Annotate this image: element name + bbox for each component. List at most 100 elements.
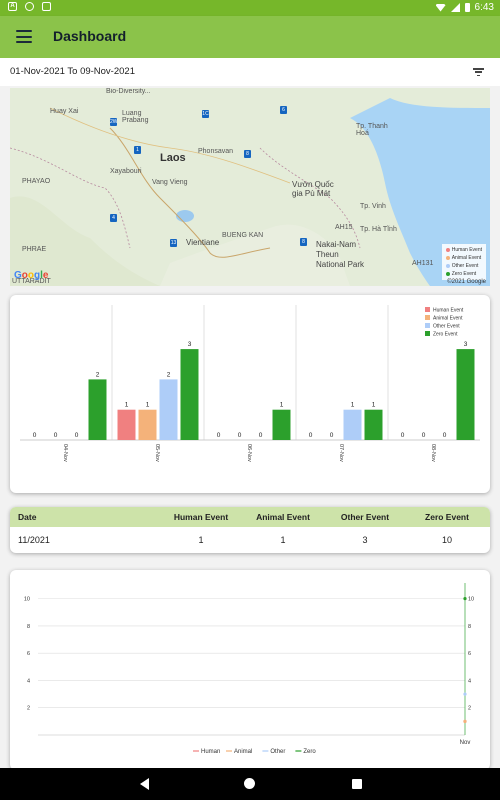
- map-label-ah15: AH15: [335, 224, 353, 231]
- y-tick-label-right: 6: [468, 651, 471, 657]
- line-chart: 2 2 4 4 6 6 8 8 10 10 Nov Human Animal Other Zero: [24, 583, 474, 755]
- menu-icon[interactable]: [16, 30, 32, 43]
- map-pin[interactable]: 8: [300, 238, 307, 246]
- table-row[interactable]: 11/2021 1 1 3 10: [10, 527, 490, 553]
- map-label-vang-vieng: Vang Vieng: [152, 179, 188, 186]
- tick-label: 08-Nov: [430, 444, 436, 462]
- map-pin[interactable]: 2W: [110, 118, 118, 126]
- map-label-luang-prabang: Luang Prabang: [122, 110, 149, 124]
- legend-item: Human Event: [445, 246, 482, 254]
- tick-label: 04-Nov: [62, 444, 68, 462]
- data-label: 0: [330, 432, 334, 439]
- col-animal: Animal Event: [256, 512, 310, 522]
- data-label: 3: [188, 341, 192, 348]
- bar: [180, 349, 199, 440]
- map-label-huay-xai: Huay Xai: [50, 108, 79, 115]
- map-legend: Human Event Animal Event Other Event Zer…: [441, 244, 486, 280]
- y-tick-label: 2: [27, 706, 30, 712]
- map-view[interactable]: Bio-Diversity... Huay Xai Luang Prabang …: [10, 88, 490, 286]
- map-pin[interactable]: 6: [280, 106, 287, 114]
- map-label-ha-tinh: Tp. Hà Tĩnh: [360, 226, 397, 233]
- data-label: 2: [96, 371, 100, 378]
- back-icon[interactable]: [140, 778, 149, 790]
- map-label-vientiane: Vientiane: [186, 238, 220, 247]
- data-label: 0: [75, 432, 79, 439]
- tick-label: 07-Nov: [338, 444, 344, 462]
- legend-item: Other Event: [445, 262, 482, 270]
- cell-date: 11/2021: [18, 535, 50, 545]
- app-bar: Dashboard: [0, 16, 500, 58]
- data-label: 0: [238, 432, 242, 439]
- data-point: [463, 692, 467, 696]
- battery-icon: [464, 3, 470, 12]
- y-tick-label-right: 8: [468, 624, 471, 630]
- sync-icon: [25, 2, 34, 11]
- map-copyright: ©2021 Google: [447, 279, 486, 285]
- legend-item: Animal Event: [445, 254, 482, 262]
- tick-label: 06-Nov: [246, 444, 252, 462]
- y-tick-label: 4: [27, 678, 30, 684]
- home-icon[interactable]: [244, 778, 255, 789]
- map-pin[interactable]: 8: [244, 150, 251, 158]
- data-label: 2: [167, 371, 171, 378]
- bar: [343, 409, 362, 440]
- data-label: 0: [54, 432, 58, 439]
- col-zero: Zero Event: [425, 512, 469, 522]
- map-label-xayabouri: Xayabouri: [110, 168, 142, 175]
- map-label-bio-diversity: Bio-Diversity...: [106, 88, 151, 95]
- cell-human: 1: [198, 535, 204, 545]
- legend-label: Human Event: [433, 308, 464, 314]
- data-label: 0: [422, 432, 426, 439]
- map-label-phrae: PHRAE: [22, 246, 47, 253]
- data-label: 1: [280, 402, 284, 409]
- date-range-text: 01-Nov-2021 To 09-Nov-2021: [10, 66, 135, 77]
- legend-swatch: [425, 323, 430, 328]
- map-label-laos: Laos: [160, 152, 186, 164]
- data-label: 1: [351, 402, 355, 409]
- system-nav-bar: [0, 768, 500, 800]
- map-label-vinh: Tp. Vinh: [360, 203, 386, 210]
- android-icon: A: [8, 2, 17, 11]
- legend-label: Other Event: [433, 324, 460, 330]
- map-pin[interactable]: 1: [134, 146, 141, 154]
- sim-icon: [42, 2, 51, 11]
- bar-chart-card: 0 0 0 2 04-Nov 1 1 2 3 05-Nov 0 0 0 1 06-Nov 0 0 1 1 07-Nov…: [10, 295, 490, 493]
- legend-label: Animal Event: [433, 316, 463, 322]
- legend-item: Zero Event: [445, 270, 482, 278]
- legend-label: Other: [270, 749, 285, 755]
- y-tick-label: 8: [27, 624, 30, 630]
- legend-label: Zero Event: [433, 332, 458, 338]
- page-title: Dashboard: [53, 28, 127, 44]
- legend-swatch: [425, 331, 430, 336]
- map-label-bueng-kan: BUENG KAN: [222, 232, 264, 239]
- map-pin[interactable]: 13: [170, 239, 177, 247]
- data-label: 3: [464, 341, 468, 348]
- legend-label: Zero: [303, 749, 316, 755]
- data-label: 1: [372, 402, 376, 409]
- map-pin[interactable]: 1C: [202, 110, 209, 118]
- col-other: Other Event: [340, 512, 390, 522]
- map-pin[interactable]: 4: [110, 214, 117, 222]
- y-tick-label: 6: [27, 651, 30, 657]
- y-tick-label-right: 4: [468, 678, 471, 684]
- tick-label: 05-Nov: [154, 444, 160, 462]
- y-tick-label: 10: [24, 597, 30, 603]
- data-label: 0: [401, 432, 405, 439]
- data-label: 1: [125, 402, 129, 409]
- line-chart-card: 2 2 4 4 6 6 8 8 10 10 Nov Human Animal Other Zero: [10, 570, 490, 770]
- signal-icon: [450, 3, 460, 12]
- data-label: 0: [443, 432, 447, 439]
- wifi-icon: [435, 3, 446, 12]
- date-range-bar: 01-Nov-2021 To 09-Nov-2021: [0, 58, 500, 86]
- filter-icon[interactable]: [473, 68, 484, 77]
- recent-apps-icon[interactable]: [352, 779, 362, 789]
- cell-zero: 10: [441, 535, 452, 545]
- data-label: 0: [309, 432, 313, 439]
- status-bar: A 6:43: [0, 0, 500, 16]
- bar: [364, 409, 383, 440]
- col-date: Date: [18, 512, 37, 522]
- legend-swatch: [425, 307, 430, 312]
- data-point: [463, 597, 467, 601]
- map-label-ah131: AH131: [412, 260, 434, 267]
- data-label: 1: [146, 402, 150, 409]
